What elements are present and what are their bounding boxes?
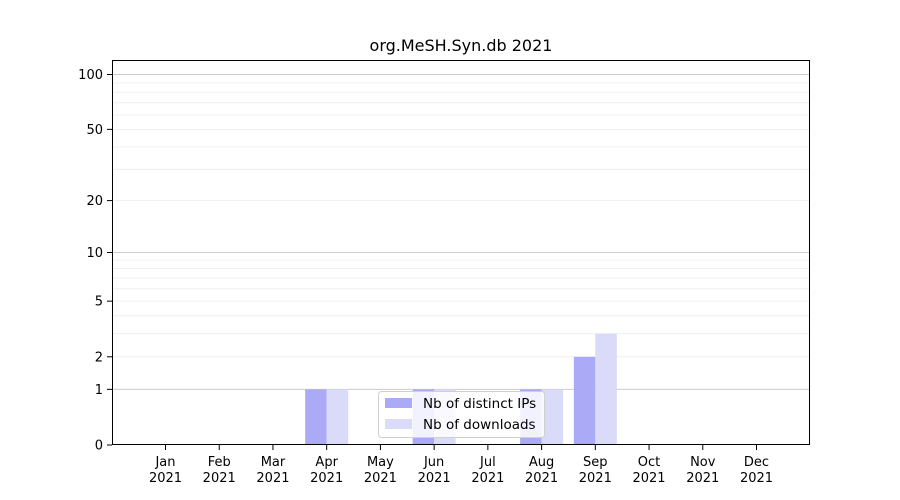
x-tick-label-month-nov: Nov [690, 455, 716, 470]
x-tick-label-month-apr: Apr [315, 455, 338, 470]
x-tick-label-year-oct: 2021 [632, 471, 665, 486]
x-tick-label-year-jun: 2021 [418, 471, 451, 486]
chart-title: org.MeSH.Syn.db 2021 [370, 36, 553, 55]
y-tick-label-2: 2 [95, 350, 103, 365]
bar-downloads-aug [541, 389, 564, 445]
x-tick-label-month-aug: Aug [529, 455, 554, 470]
x-tick-label-year-dec: 2021 [740, 471, 773, 486]
bar-downloads-apr [326, 389, 349, 445]
grid-lines [112, 74, 810, 390]
x-tick-label-month-feb: Feb [208, 455, 231, 470]
plot-frame [112, 60, 810, 445]
x-tick-label-year-mar: 2021 [256, 471, 289, 486]
x-tick-label-month-dec: Dec [744, 455, 769, 470]
y-tick-label-0: 0 [95, 439, 103, 454]
x-tick-label-month-mar: Mar [261, 455, 286, 470]
y-tick-label-20: 20 [86, 194, 103, 209]
x-tick-label-month-may: May [367, 455, 394, 470]
x-tick-label-month-sep: Sep [583, 455, 608, 470]
legend-swatch-downloads [385, 419, 412, 429]
x-tick-label-month-jan: Jan [154, 455, 175, 470]
x-tick-label-year-nov: 2021 [686, 471, 719, 486]
legend-swatch-distinct-ips [385, 398, 412, 408]
bar-distinct-ips-apr [305, 389, 327, 445]
x-tick-label-year-apr: 2021 [310, 471, 343, 486]
y-tick-label-10: 10 [86, 246, 103, 261]
x-tick-label-year-aug: 2021 [525, 471, 558, 486]
legend: Nb of distinct IPs Nb of downloads [378, 391, 545, 438]
x-tick-label-year-jan: 2021 [149, 471, 182, 486]
y-axis: 0 1 2 5 10 20 50 100 [78, 68, 112, 454]
legend-box [378, 391, 545, 438]
x-tick-label-year-sep: 2021 [579, 471, 612, 486]
bar-distinct-ips-sep [573, 356, 596, 445]
x-tick-label-year-may: 2021 [364, 471, 397, 486]
y-tick-label-1: 1 [95, 383, 103, 398]
x-tick-label-year-jul: 2021 [471, 471, 504, 486]
x-axis: Jan2021Feb2021Mar2021Apr2021May2021Jun20… [149, 445, 773, 486]
legend-label-distinct-ips: Nb of distinct IPs [423, 396, 536, 412]
x-tick-label-year-feb: 2021 [203, 471, 236, 486]
x-tick-label-month-jun: Jun [423, 455, 444, 470]
x-tick-label-month-oct: Oct [638, 455, 660, 470]
y-tick-label-100: 100 [78, 68, 103, 83]
y-tick-label-50: 50 [86, 123, 103, 138]
x-tick-label-month-jul: Jul [479, 455, 496, 470]
legend-label-downloads: Nb of downloads [423, 417, 536, 433]
bar-downloads-sep [595, 333, 617, 445]
y-tick-label-5: 5 [95, 295, 103, 310]
